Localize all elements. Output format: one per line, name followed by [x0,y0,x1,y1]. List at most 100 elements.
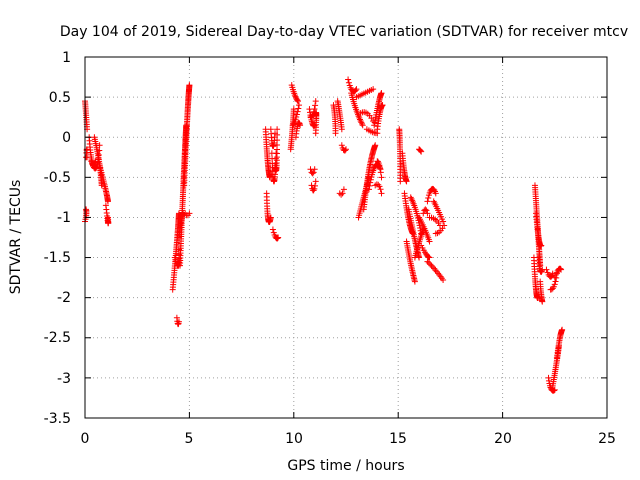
data-point-510 [294,108,301,115]
data-point-995 [432,190,439,197]
plot-frame [84,56,608,419]
data-point-1036 [418,148,425,155]
data-point-921 [407,194,414,201]
data-point-548 [309,170,316,177]
data-point-544 [312,102,319,109]
data-point-796 [375,158,382,165]
y-tick-label-3: -0.5 [44,170,71,186]
data-point-509 [293,111,300,118]
data-point-1014 [424,258,431,265]
data-point-639 [357,117,364,124]
data-point-892 [411,278,418,285]
data-point-129 [104,214,111,221]
data-point-549 [310,169,317,176]
data-point-612 [343,146,349,153]
data-point-1164 [548,273,555,280]
data-point-602 [338,126,345,133]
data-point-605 [339,190,346,197]
data-point-968 [426,238,433,245]
data-point-985 [425,195,432,202]
data-point-969 [418,242,425,249]
data-point-524 [297,122,304,129]
data-point-555 [311,185,318,192]
data-point-1194 [551,386,558,393]
y-tick-label-8: -3 [57,371,71,387]
data-point-501 [294,97,301,104]
data-point-844 [403,178,410,185]
data-point-652 [370,86,377,93]
data-point-1183 [558,266,565,273]
data-point-794 [378,190,385,197]
data-point-771 [367,176,374,183]
y-tick-label-7: -2.5 [44,330,71,346]
data-point-640 [358,119,365,126]
data-point-936 [417,224,424,231]
data-point-1032 [441,222,448,229]
data-point-769 [366,182,373,189]
data-point-798 [376,162,383,169]
data-point-622 [352,87,359,94]
data-point-350 [186,82,193,89]
data-point-800 [377,169,384,176]
data-point-502 [294,98,301,105]
data-point-1158 [539,298,546,305]
data-point-614 [345,79,352,86]
data-point-978 [426,254,433,261]
x-tick-label-5: 25 [598,431,616,447]
data-point-613 [345,76,352,83]
data-point-705 [379,102,386,109]
data-point-512 [296,102,303,109]
data-point-511 [295,105,302,112]
data-point-176 [172,258,179,265]
data-point-604 [338,191,345,198]
data-point-469 [274,131,281,138]
data-point-175 [171,254,178,261]
data-point-551 [308,182,315,189]
data-point-491 [290,106,297,113]
x-tick-label-2: 10 [285,431,303,447]
data-point-115 [104,198,111,205]
data-point-587 [332,130,339,137]
data-point-1018 [429,264,436,271]
data-point-1182 [557,265,564,272]
data-point-543 [311,105,318,112]
data-point-443 [269,226,276,233]
data-point-1013 [440,218,447,225]
x-tick-label-1: 5 [185,431,194,447]
data-points [82,76,566,394]
data-point-668 [371,122,378,129]
data-point-470 [274,126,281,133]
chart-title: Day 104 of 2019, Sidereal Day-to-day VTE… [60,24,628,40]
data-point-554 [310,187,317,194]
data-point-801 [378,174,385,181]
data-point-1016 [427,261,434,268]
data-point-93 [96,162,103,169]
data-point-982 [423,207,430,214]
data-point-354 [186,210,193,217]
data-point-984 [424,198,431,205]
y-tick-label-4: -1 [57,210,71,226]
data-point-1015 [425,259,432,266]
data-point-623 [353,86,360,93]
data-point-573 [312,110,319,117]
grid [85,57,607,418]
data-point-981 [422,206,429,213]
data-point-1026 [440,277,447,284]
data-point-1035 [417,147,424,154]
data-point-825 [397,178,404,185]
data-point-768 [365,186,372,193]
data-point-793 [377,186,384,193]
data-point-1236 [559,326,566,333]
data-point-556 [312,182,319,189]
x-tick-label-4: 20 [494,431,512,447]
data-point-557 [312,178,319,185]
data-point-1193 [550,387,557,394]
data-point-1172 [552,278,559,285]
data-point-776 [370,165,377,172]
y-tick-label-0: 1 [62,50,71,66]
data-point-191 [175,318,182,325]
data-point-545 [312,98,319,105]
data-point-792 [376,183,383,190]
data-point-52 [88,158,95,165]
data-point-498 [292,93,299,100]
